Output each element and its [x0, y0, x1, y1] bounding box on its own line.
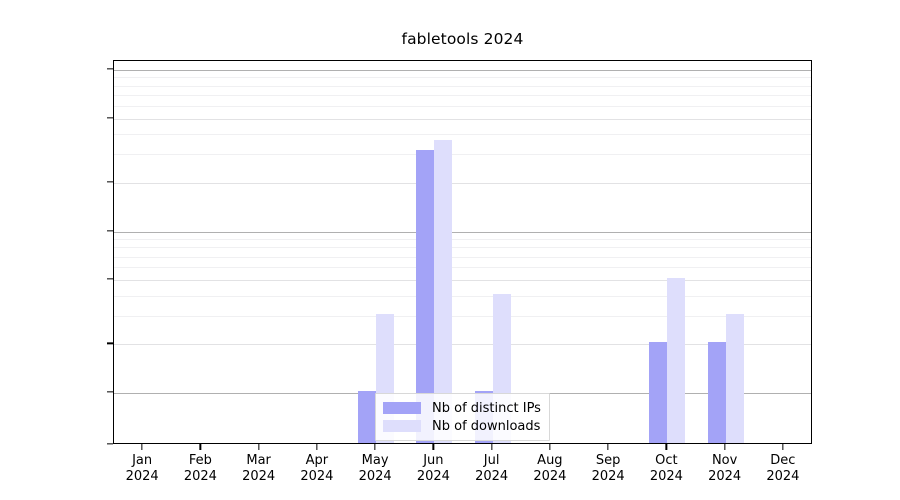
chart-title: fabletools 2024 — [401, 30, 524, 48]
x-tick-label: Apr 2024 — [300, 453, 333, 485]
x-tick-label: Aug 2024 — [533, 453, 566, 485]
gridline-major — [114, 344, 811, 346]
x-tick-label-line: Jun — [423, 453, 444, 468]
legend-swatch-icon-ips — [383, 402, 421, 414]
x-tick-label-line: 2024 — [242, 469, 276, 484]
x-tick-mark — [257, 444, 260, 450]
legend-item-downloads: Nb of downloads — [383, 417, 541, 435]
x-tick-label-line: Oct — [655, 453, 678, 468]
x-tick-mark — [490, 444, 493, 450]
x-tick-mark — [432, 444, 435, 450]
x-tick-label-line: May — [361, 453, 389, 468]
gridline-minor — [114, 134, 811, 136]
x-tick-label-line: 2024 — [300, 469, 334, 484]
bar — [649, 342, 668, 443]
chart-legend: Nb of distinct IPs Nb of downloads — [375, 393, 550, 441]
gridline-minor — [114, 238, 811, 240]
x-tick-label: Jul 2024 — [475, 453, 508, 485]
x-tick-label: May 2024 — [359, 453, 392, 485]
x-tick-label-line: 2024 — [416, 469, 450, 484]
x-tick-mark — [665, 444, 668, 450]
gridline-minor — [114, 77, 811, 79]
x-tick-label-line: Dec — [770, 453, 796, 468]
x-tick-label-line: Apr — [305, 453, 329, 468]
x-tick-label-line: Jan — [132, 453, 153, 468]
plot-area — [113, 60, 812, 444]
x-tick-label-line: 2024 — [708, 469, 742, 484]
bar — [707, 342, 726, 443]
x-tick-label-line: Sep — [595, 453, 621, 468]
x-tick-label: Nov 2024 — [708, 453, 741, 485]
gridline-minor — [114, 95, 811, 97]
legend-swatch-icon-downloads — [383, 420, 421, 432]
gridline-minor — [114, 267, 811, 269]
x-tick-label-line: 2024 — [475, 469, 509, 484]
x-tick-label: Mar 2024 — [242, 453, 275, 485]
x-tick-mark — [141, 444, 143, 450]
x-tick-label-line: Jul — [483, 453, 500, 468]
x-tick-label: Feb 2024 — [184, 453, 217, 485]
x-tick-mark — [723, 444, 726, 450]
x-tick-label-line: 2024 — [766, 469, 800, 484]
y-tick-mark — [107, 443, 113, 445]
bar — [358, 391, 377, 443]
x-tick-label: Jun 2024 — [417, 453, 450, 485]
y-tick-mark — [107, 391, 113, 393]
gridline-minor — [114, 295, 811, 297]
gridline-minor — [114, 85, 811, 87]
y-tick-mark — [107, 278, 113, 280]
gridline-minor — [114, 247, 811, 249]
gridline-minor — [114, 256, 811, 258]
legend-item-ips: Nb of distinct IPs — [383, 399, 541, 417]
x-tick-label-line: Mar — [246, 453, 271, 468]
y-tick-mark — [107, 181, 113, 183]
bar — [434, 139, 453, 443]
x-tick-label-line: Nov — [711, 453, 738, 468]
legend-label-downloads: Nb of downloads — [432, 418, 541, 434]
x-tick-label: Jan 2024 — [126, 453, 159, 485]
gridline-minor — [114, 154, 811, 156]
gridline-major — [114, 231, 811, 233]
x-tick-label-line: Feb — [188, 453, 212, 468]
gridline-major — [114, 118, 811, 120]
x-tick-mark — [549, 444, 551, 450]
x-tick-label-line: Aug — [537, 453, 563, 468]
x-tick-label-line: 2024 — [533, 469, 567, 484]
bar — [667, 278, 686, 443]
bar — [416, 150, 435, 443]
x-tick-label: Oct 2024 — [650, 453, 683, 485]
gridline-minor — [114, 105, 811, 107]
gridline-major — [114, 182, 811, 184]
gridline-major — [114, 70, 811, 71]
x-tick-label-line: 2024 — [591, 469, 625, 484]
y-tick-mark — [107, 342, 113, 345]
gridline-major — [114, 280, 811, 282]
bar — [725, 313, 744, 443]
x-tick-label-line: 2024 — [183, 469, 217, 484]
x-tick-mark — [316, 444, 318, 450]
x-tick-mark — [607, 444, 609, 450]
x-tick-mark — [374, 444, 376, 450]
x-tick-mark — [782, 444, 784, 450]
x-tick-label-line: 2024 — [649, 469, 683, 484]
x-tick-label-line: 2024 — [358, 469, 392, 484]
legend-label-ips: Nb of distinct IPs — [432, 400, 541, 416]
y-tick-mark — [107, 229, 113, 232]
x-tick-label-line: 2024 — [125, 469, 159, 484]
y-tick-mark — [107, 116, 113, 119]
gridline-minor — [114, 315, 811, 317]
y-tick-mark — [107, 68, 113, 70]
x-tick-label: Sep 2024 — [592, 453, 625, 485]
x-tick-mark — [199, 444, 202, 450]
x-tick-label: Dec 2024 — [766, 453, 799, 485]
